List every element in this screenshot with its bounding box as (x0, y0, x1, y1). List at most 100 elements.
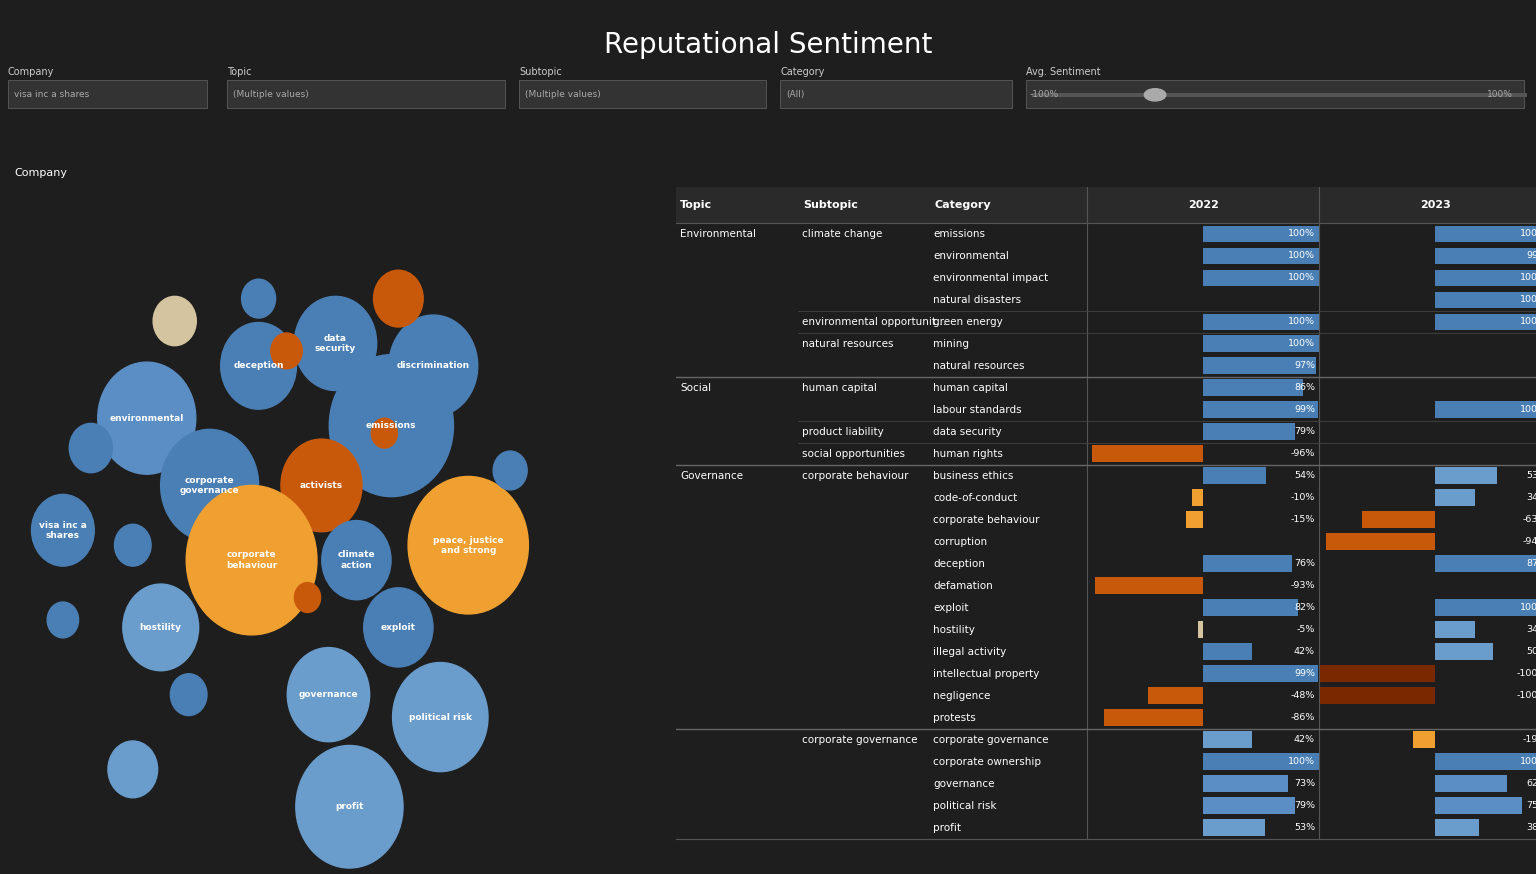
Bar (1203, 600, 1298, 616)
Bar (1435, 775, 1507, 792)
Ellipse shape (170, 674, 207, 716)
Text: 100%: 100% (1521, 317, 1536, 326)
Bar (1203, 643, 1252, 660)
Text: political risk: political risk (934, 801, 997, 810)
Text: 34%: 34% (1525, 493, 1536, 503)
Bar (1435, 225, 1536, 242)
Text: 62%: 62% (1525, 779, 1536, 788)
Text: visa inc a shares: visa inc a shares (14, 90, 89, 99)
Bar (1326, 533, 1435, 550)
Text: 100%: 100% (1289, 339, 1315, 349)
Text: 100%: 100% (1521, 274, 1536, 282)
Text: corporate behaviour: corporate behaviour (802, 471, 908, 481)
Text: -48%: -48% (1290, 691, 1315, 700)
Text: 50%: 50% (1525, 647, 1536, 656)
Bar (1435, 600, 1536, 616)
Ellipse shape (373, 270, 424, 327)
Bar (1092, 446, 1203, 462)
Bar (1203, 336, 1319, 352)
Text: -19%: -19% (1522, 735, 1536, 744)
Ellipse shape (69, 423, 112, 473)
Bar (1435, 643, 1493, 660)
Text: Social: Social (680, 383, 711, 392)
Text: Reputational Sentiment: Reputational Sentiment (604, 31, 932, 59)
Text: visa inc a
shares: visa inc a shares (38, 521, 88, 540)
Text: corporate
behaviour: corporate behaviour (226, 551, 276, 570)
Text: (Multiple values): (Multiple values) (525, 90, 601, 99)
Ellipse shape (493, 451, 527, 490)
Bar (1203, 753, 1319, 770)
Text: Company: Company (14, 168, 68, 177)
Bar (1435, 753, 1536, 770)
Text: exploit: exploit (934, 603, 969, 613)
Bar (1435, 621, 1475, 638)
Text: Subtopic: Subtopic (519, 67, 562, 77)
Text: profit: profit (934, 822, 962, 833)
Bar (1203, 401, 1318, 418)
Text: human rights: human rights (934, 448, 1003, 459)
Bar (1103, 709, 1203, 726)
Bar (1203, 665, 1318, 682)
Bar (1435, 819, 1479, 836)
Text: 2022: 2022 (1187, 200, 1218, 211)
Bar (1435, 292, 1536, 309)
Text: profit: profit (335, 802, 364, 811)
Bar (1186, 511, 1203, 528)
Text: 87%: 87% (1525, 559, 1536, 568)
Text: corporate behaviour: corporate behaviour (934, 515, 1040, 524)
Text: illegal activity: illegal activity (934, 647, 1006, 656)
Bar (1203, 269, 1319, 287)
Bar (1319, 665, 1435, 682)
Ellipse shape (123, 584, 198, 670)
Text: deception: deception (934, 558, 985, 569)
Bar (1203, 819, 1264, 836)
Text: corporate governance: corporate governance (802, 734, 917, 745)
Text: emissions: emissions (934, 229, 985, 239)
Text: business ethics: business ethics (934, 471, 1014, 481)
Ellipse shape (321, 521, 392, 600)
Text: deception: deception (233, 361, 284, 371)
Text: 99%: 99% (1293, 669, 1315, 678)
Bar (1435, 269, 1536, 287)
Text: corporate governance: corporate governance (934, 734, 1049, 745)
Text: -15%: -15% (1290, 516, 1315, 524)
Ellipse shape (295, 583, 321, 613)
Text: (All): (All) (786, 90, 805, 99)
Ellipse shape (389, 315, 478, 417)
Ellipse shape (281, 439, 362, 531)
Text: 100%: 100% (1521, 603, 1536, 612)
Bar (1203, 555, 1292, 572)
Text: human capital: human capital (802, 383, 877, 392)
Text: 54%: 54% (1293, 471, 1315, 480)
Text: data security: data security (934, 427, 1001, 437)
Bar (1413, 732, 1435, 748)
Ellipse shape (287, 648, 370, 742)
Text: 100%: 100% (1521, 757, 1536, 766)
Text: climate change: climate change (802, 229, 882, 239)
Bar (1147, 687, 1203, 704)
Text: Topic: Topic (227, 67, 252, 77)
Text: political risk: political risk (409, 712, 472, 722)
Ellipse shape (393, 662, 488, 772)
Bar (1319, 687, 1435, 704)
Text: 86%: 86% (1293, 384, 1315, 392)
Ellipse shape (221, 323, 296, 409)
Text: mining: mining (934, 339, 969, 349)
Text: 75%: 75% (1525, 801, 1536, 810)
Text: Company: Company (8, 67, 54, 77)
Ellipse shape (296, 746, 402, 868)
Text: 42%: 42% (1293, 647, 1315, 656)
Text: 100%: 100% (1521, 406, 1536, 414)
Text: 97%: 97% (1293, 361, 1315, 371)
Text: hostility: hostility (140, 623, 181, 632)
Ellipse shape (295, 296, 376, 391)
Text: 100%: 100% (1289, 757, 1315, 766)
Text: human capital: human capital (934, 383, 1008, 392)
Ellipse shape (270, 333, 303, 369)
Bar (1203, 732, 1252, 748)
Text: data
security: data security (315, 334, 356, 353)
Text: code-of-conduct: code-of-conduct (934, 493, 1017, 503)
Text: Category: Category (780, 67, 825, 77)
Text: 100%: 100% (1487, 90, 1513, 99)
Text: Governance: Governance (680, 471, 743, 481)
